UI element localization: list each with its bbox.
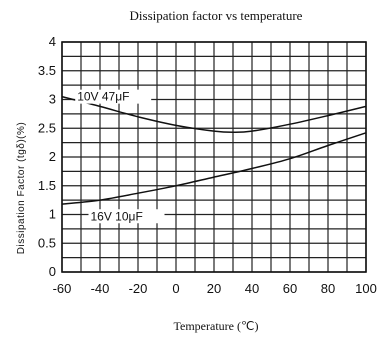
chart-title: Dissipation factor vs temperature — [130, 8, 303, 23]
grid — [61, 41, 367, 273]
series-line-0 — [61, 95, 367, 134]
y-tick-label: 1.5 — [38, 178, 56, 193]
x-tick-label: 80 — [321, 281, 335, 296]
series-line-1 — [61, 132, 367, 205]
x-tick-label: 60 — [283, 281, 297, 296]
series-label-background — [88, 209, 165, 224]
x-tick-label: 100 — [355, 281, 377, 296]
y-tick-label: 0.5 — [38, 235, 56, 250]
plot-frame — [61, 41, 367, 273]
x-axis-label: Temperature (℃) — [174, 319, 259, 333]
x-tick-label: 40 — [245, 281, 259, 296]
series-lines — [61, 95, 367, 205]
series-label-background — [75, 89, 152, 104]
y-axis-label: Dissipation Factor (tgδ)(%) — [16, 122, 27, 254]
x-tick-label: -40 — [91, 281, 110, 296]
y-tick-label: 2 — [49, 149, 56, 164]
y-tick-label: 2.5 — [38, 120, 56, 135]
series-label-1: 16V 10μF — [91, 209, 143, 223]
x-tick-label: -60 — [53, 281, 72, 296]
x-tick-label: 0 — [172, 281, 179, 296]
series-labels: 10V 47μF 16V 10μF — [75, 89, 165, 224]
y-tick-labels: 0 0.5 1 1.5 2 2.5 3 3.5 4 — [38, 34, 56, 279]
y-tick-label: 3 — [49, 92, 56, 107]
y-tick-label: 3.5 — [38, 63, 56, 78]
x-tick-label: -20 — [129, 281, 148, 296]
y-tick-label: 1 — [49, 207, 56, 222]
y-tick-label: 4 — [49, 34, 56, 49]
y-tick-label: 0 — [49, 264, 56, 279]
series-label-0: 10V 47μF — [77, 90, 129, 104]
x-tick-label: 20 — [207, 281, 221, 296]
x-tick-labels: -60 -40 -20 0 20 40 60 80 100 — [53, 281, 377, 296]
